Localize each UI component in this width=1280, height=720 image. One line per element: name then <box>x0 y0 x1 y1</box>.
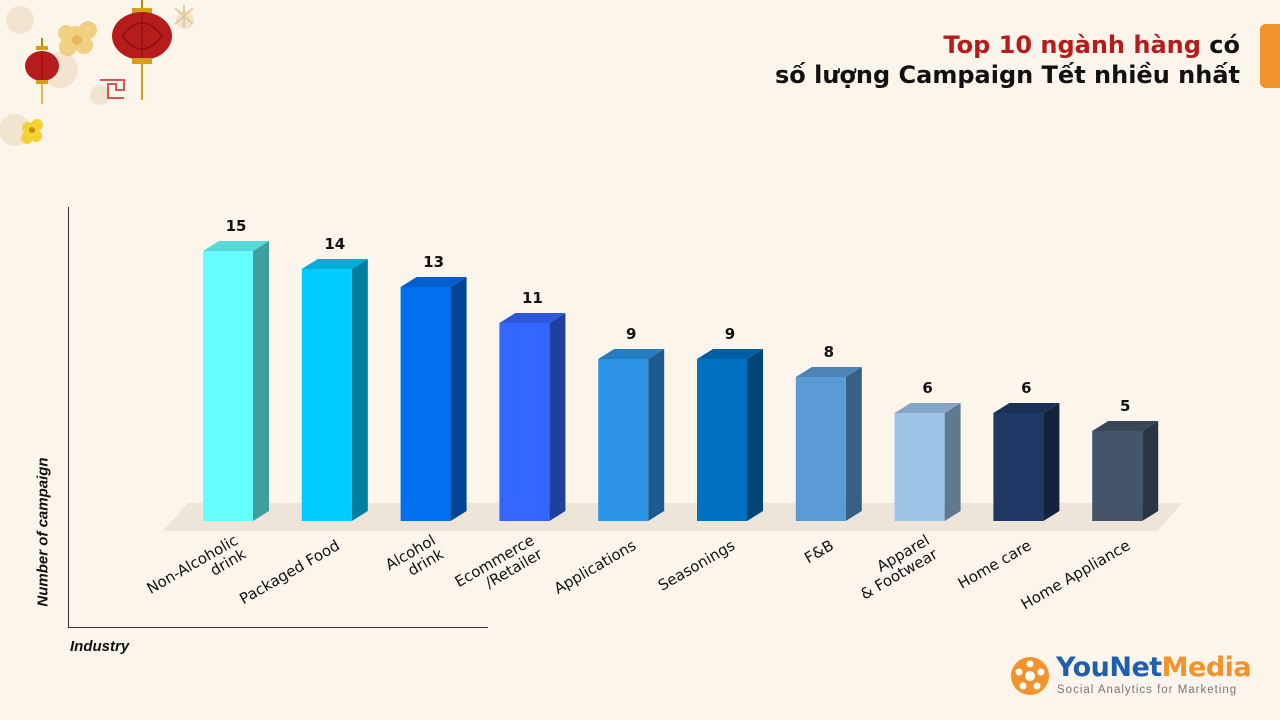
lantern-icon <box>112 0 172 100</box>
bar-front <box>894 413 945 521</box>
data-label: 6 <box>922 379 932 397</box>
title-rest: có <box>1200 31 1240 59</box>
bar-3 <box>400 277 467 521</box>
bar-front <box>598 359 649 521</box>
bar-top <box>301 259 368 269</box>
category-tick-label: Apparel& Footwear <box>849 531 941 604</box>
bar-8 <box>894 403 961 521</box>
bar-front <box>993 413 1044 521</box>
page-title: Top 10 ngành hàng có số lượng Campaign T… <box>775 30 1240 90</box>
tet-lantern-decoration <box>0 0 194 146</box>
category-tick-label: Non-Alcoholicdrink <box>144 531 250 612</box>
bar-10 <box>1092 421 1159 521</box>
category-tick-label: Home Appliance <box>1018 536 1133 613</box>
y-axis-line <box>68 207 69 628</box>
bar-side <box>747 349 763 521</box>
data-label: 6 <box>1021 379 1031 397</box>
category-tick-label: Applications <box>551 536 640 597</box>
bar-front <box>1092 431 1143 521</box>
younet-media-logo: YouNetMedia Social Analytics for Marketi… <box>1010 652 1260 700</box>
bar-side <box>1142 421 1159 521</box>
category-tick-label: Ecommerce/Retailer <box>452 531 547 605</box>
bar-top <box>499 313 566 323</box>
bar-top <box>894 403 961 413</box>
category-tick-label: Seasonings <box>655 536 738 594</box>
data-label: 9 <box>725 325 735 343</box>
data-label: 15 <box>226 217 247 235</box>
category-tick-label: Packaged Food <box>236 536 342 608</box>
bar-side <box>253 241 269 521</box>
bar-top <box>993 403 1060 413</box>
data-label: 11 <box>522 289 543 307</box>
data-label: 14 <box>324 235 345 253</box>
bar-side <box>351 259 368 521</box>
data-label: 13 <box>423 253 444 271</box>
bar-top <box>203 241 269 251</box>
bar-6 <box>697 349 763 521</box>
bar-7 <box>795 367 862 521</box>
bar-side <box>450 277 467 521</box>
title-highlight: Top 10 ngành hàng <box>943 31 1201 59</box>
bar-top <box>697 349 763 359</box>
brand-name: YouNetMedia <box>1056 652 1252 683</box>
category-tick-label: F&B <box>801 536 837 567</box>
bar-2 <box>301 259 368 521</box>
flower-icon <box>21 119 43 144</box>
bar-front <box>400 287 451 521</box>
bar-side <box>549 313 566 521</box>
bar-9 <box>993 403 1060 521</box>
accent-tab <box>1260 24 1280 88</box>
bar-front <box>499 323 550 521</box>
bar-top <box>400 277 467 287</box>
bar-side <box>845 367 862 521</box>
lantern-icon <box>25 38 59 104</box>
category-tick-label: Home care <box>955 536 1035 592</box>
bar-4 <box>499 313 566 521</box>
data-label: 9 <box>626 325 636 343</box>
x-axis-line <box>68 627 488 628</box>
bar-front <box>203 251 253 521</box>
bar-top <box>1092 421 1159 431</box>
data-label: 5 <box>1120 397 1130 415</box>
title-line-2: số lượng Campaign Tết nhiều nhất <box>774 61 1240 89</box>
bar-front <box>301 269 352 521</box>
bar-side <box>648 349 665 521</box>
bar-1 <box>203 241 269 521</box>
data-label: 8 <box>824 343 834 361</box>
bar-side <box>1043 403 1060 521</box>
x-axis-label: Industry <box>70 638 130 655</box>
bar-front <box>795 377 846 521</box>
logo-icon <box>1011 657 1049 695</box>
bar-front <box>697 359 747 521</box>
brand-tagline: Social Analytics for Marketing <box>1057 684 1238 696</box>
category-tick-label: Alcoholdrink <box>382 531 447 588</box>
bar-top <box>598 349 665 359</box>
bar-top <box>795 367 862 377</box>
bar-5 <box>598 349 665 521</box>
flower-icon <box>58 21 97 56</box>
bar-side <box>944 403 961 521</box>
